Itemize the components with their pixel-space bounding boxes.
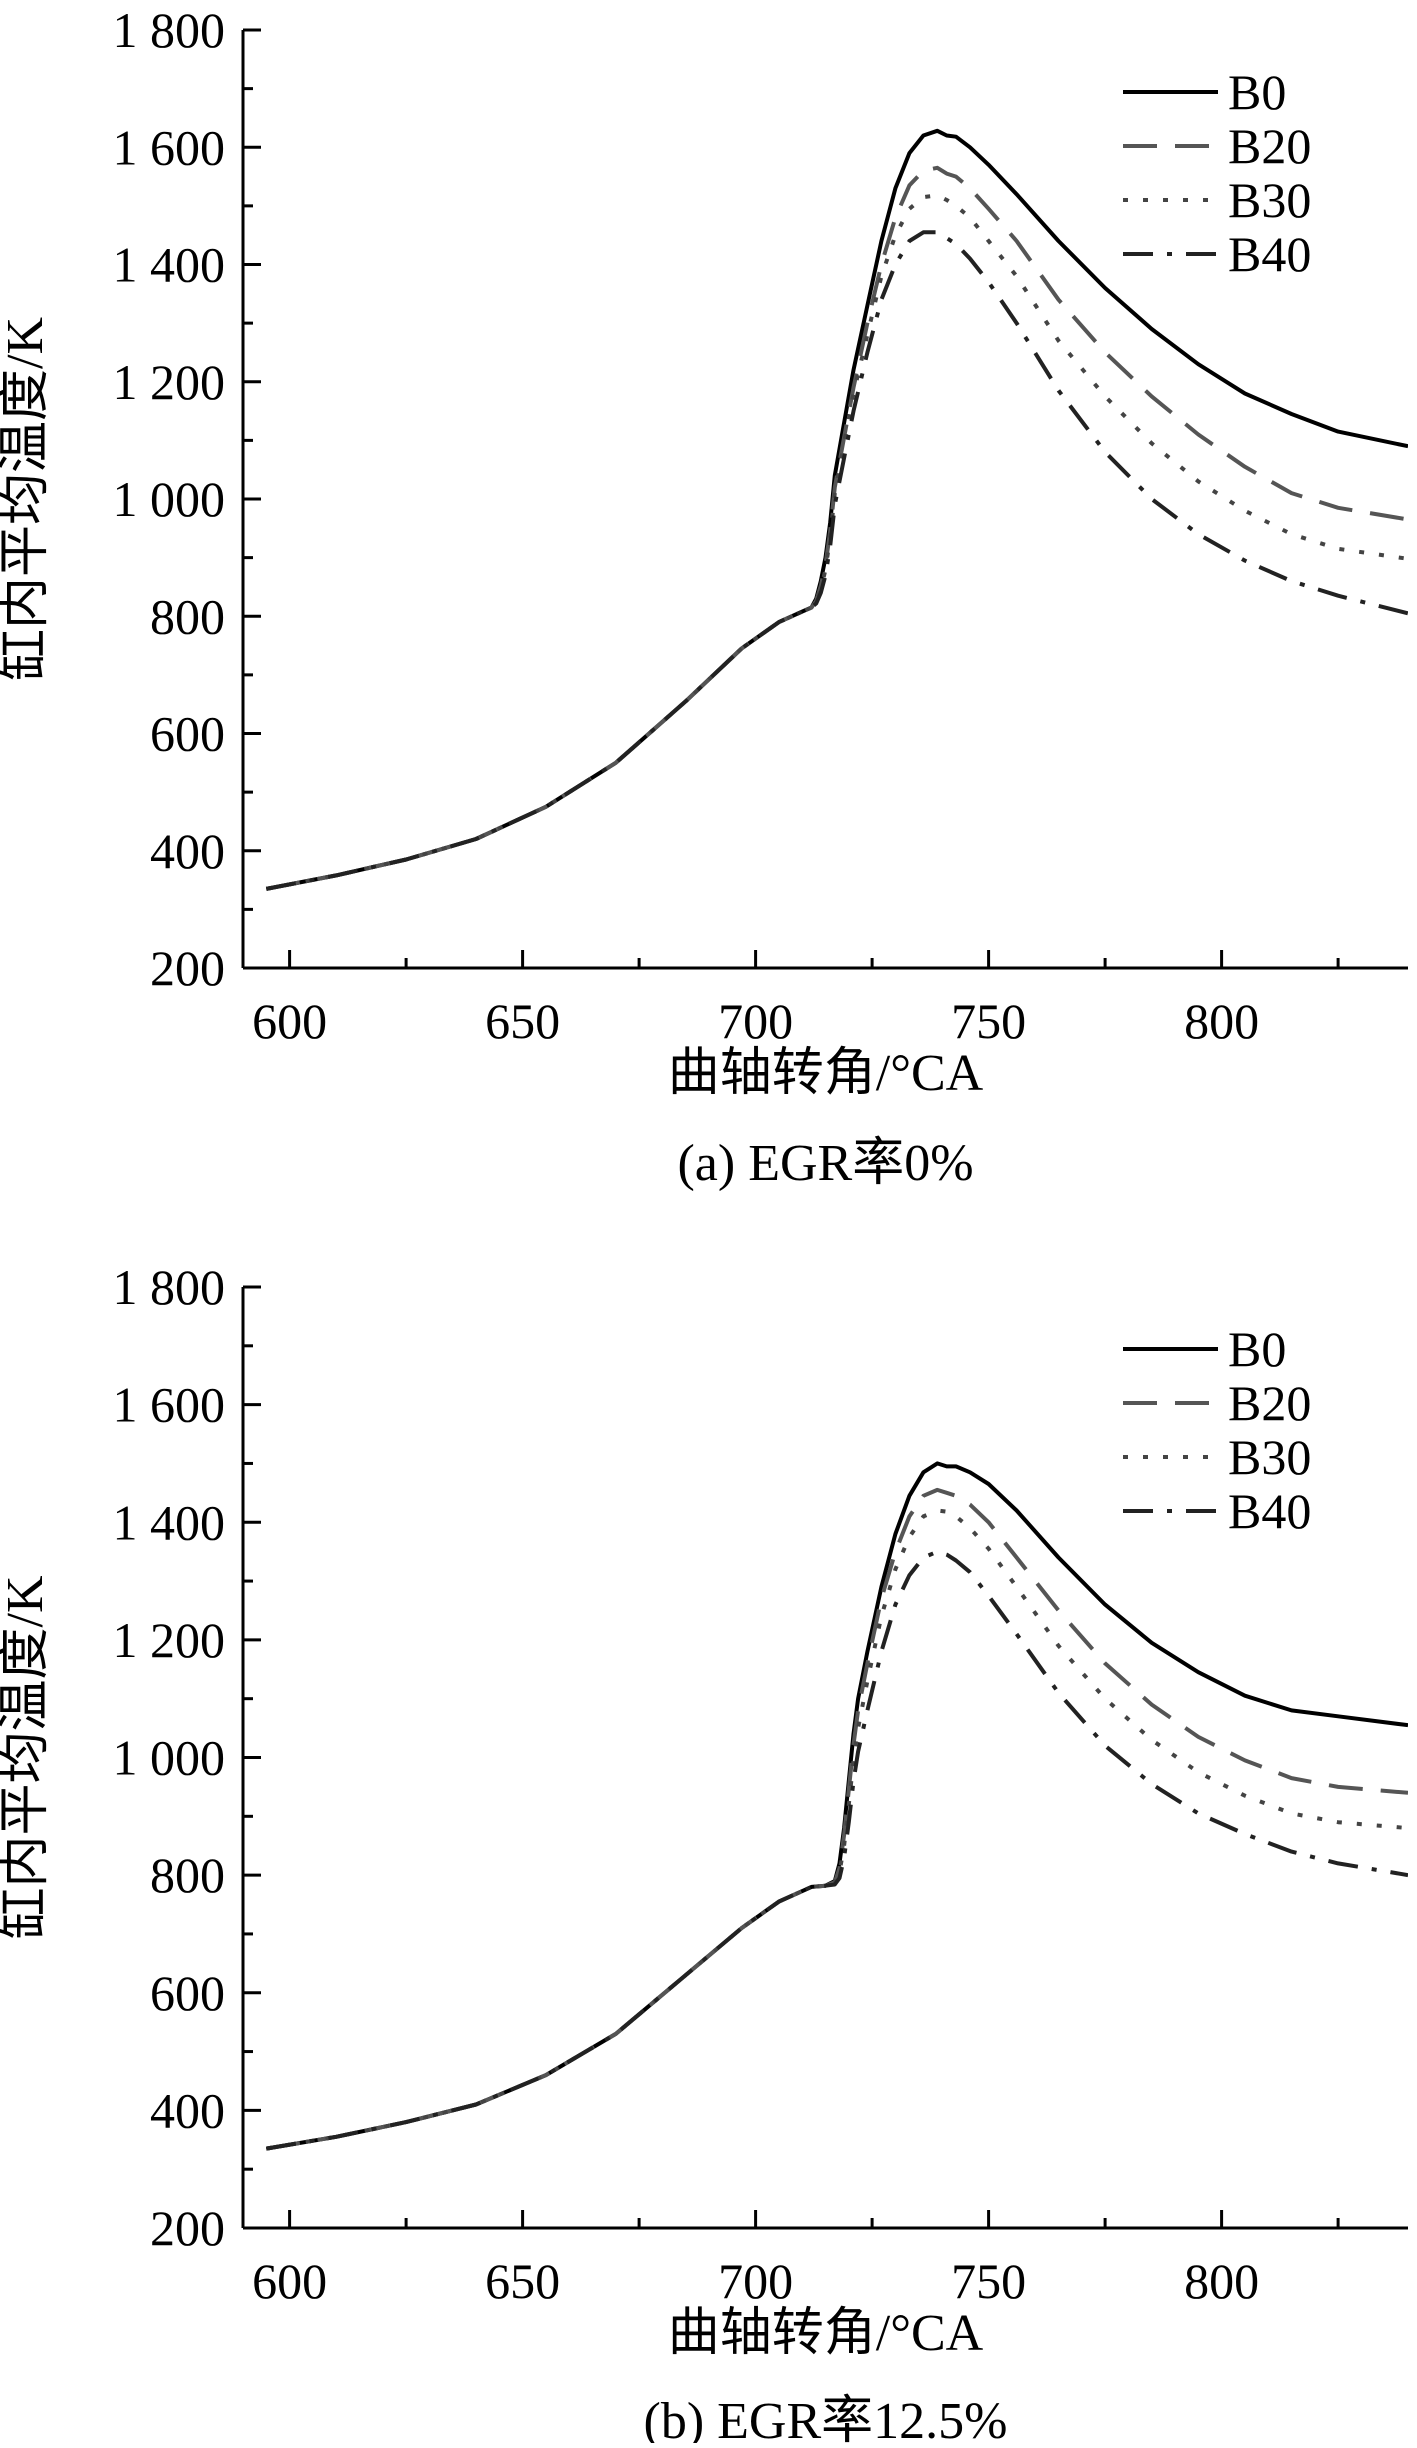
panel-caption: (b) EGR率12.5% xyxy=(644,2393,1008,2443)
x-tick-label: 750 xyxy=(951,2253,1026,2309)
x-tick-label: 700 xyxy=(718,993,793,1049)
panel-caption: (a) EGR率0% xyxy=(677,1135,973,1192)
y-tick-label: 1 400 xyxy=(113,1494,226,1550)
legend-label-b0: B0 xyxy=(1228,1321,1286,1377)
y-tick-label: 1 200 xyxy=(113,354,226,410)
x-tick-label: 800 xyxy=(1184,993,1259,1049)
y-tick-label: 1 000 xyxy=(113,1730,226,1786)
y-tick-label: 1 800 xyxy=(113,1259,226,1315)
x-tick-label: 700 xyxy=(718,2253,793,2309)
y-tick-label: 400 xyxy=(150,2082,225,2138)
series-line-b40 xyxy=(265,1549,1408,2151)
chart-panel-a: 600 650 700 750 800 200 400 600 800 1 000 1 200 1 4… xyxy=(0,2,1408,1192)
legend-label-b40: B40 xyxy=(1228,226,1311,282)
y-axis-title: 缸内平均温度/K xyxy=(0,1575,54,1939)
y-tick-label: 1 800 xyxy=(113,2,226,58)
y-tick-label: 800 xyxy=(150,588,225,644)
chart-panel-b: 600 650 700 750 800 200 400 600 800 1 000 1 200 1 4… xyxy=(0,1259,1408,2448)
y-tick-label: 1 400 xyxy=(113,237,226,293)
y-tick-label: 1 600 xyxy=(113,119,226,175)
y-axis-title: 缸内平均温度/K xyxy=(0,317,54,681)
x-tick-label: 650 xyxy=(485,993,560,1049)
y-tick-label: 400 xyxy=(150,823,225,879)
legend-label-b0: B0 xyxy=(1228,64,1286,120)
y-tick-label: 1 600 xyxy=(113,1377,226,1433)
legend-label-b40: B40 xyxy=(1228,1483,1311,1539)
y-tick-label: 800 xyxy=(150,1847,225,1903)
series-line-b40 xyxy=(265,230,1408,891)
legend-label-b30: B30 xyxy=(1228,172,1311,228)
legend-label-b30: B30 xyxy=(1228,1429,1311,1485)
x-tick-label: 600 xyxy=(252,2253,327,2309)
y-tick-label: 600 xyxy=(150,706,225,762)
legend-label-b20: B20 xyxy=(1228,1375,1311,1431)
x-tick-label: 800 xyxy=(1184,2253,1259,2309)
y-tick-label: 200 xyxy=(150,2200,225,2256)
x-axis-title: 曲轴转角/°CA xyxy=(668,2305,984,2362)
y-tick-label: 200 xyxy=(150,940,225,996)
series-line-b30 xyxy=(265,1508,1408,2151)
x-tick-label: 750 xyxy=(951,993,1026,1049)
y-tick-label: 1 200 xyxy=(113,1612,226,1668)
x-tick-label: 600 xyxy=(252,993,327,1049)
x-tick-label: 650 xyxy=(485,2253,560,2309)
y-tick-label: 1 000 xyxy=(113,471,226,527)
legend-label-b20: B20 xyxy=(1228,118,1311,174)
x-axis-title: 曲轴转角/°CA xyxy=(668,1045,984,1102)
y-tick-label: 600 xyxy=(150,1965,225,2021)
